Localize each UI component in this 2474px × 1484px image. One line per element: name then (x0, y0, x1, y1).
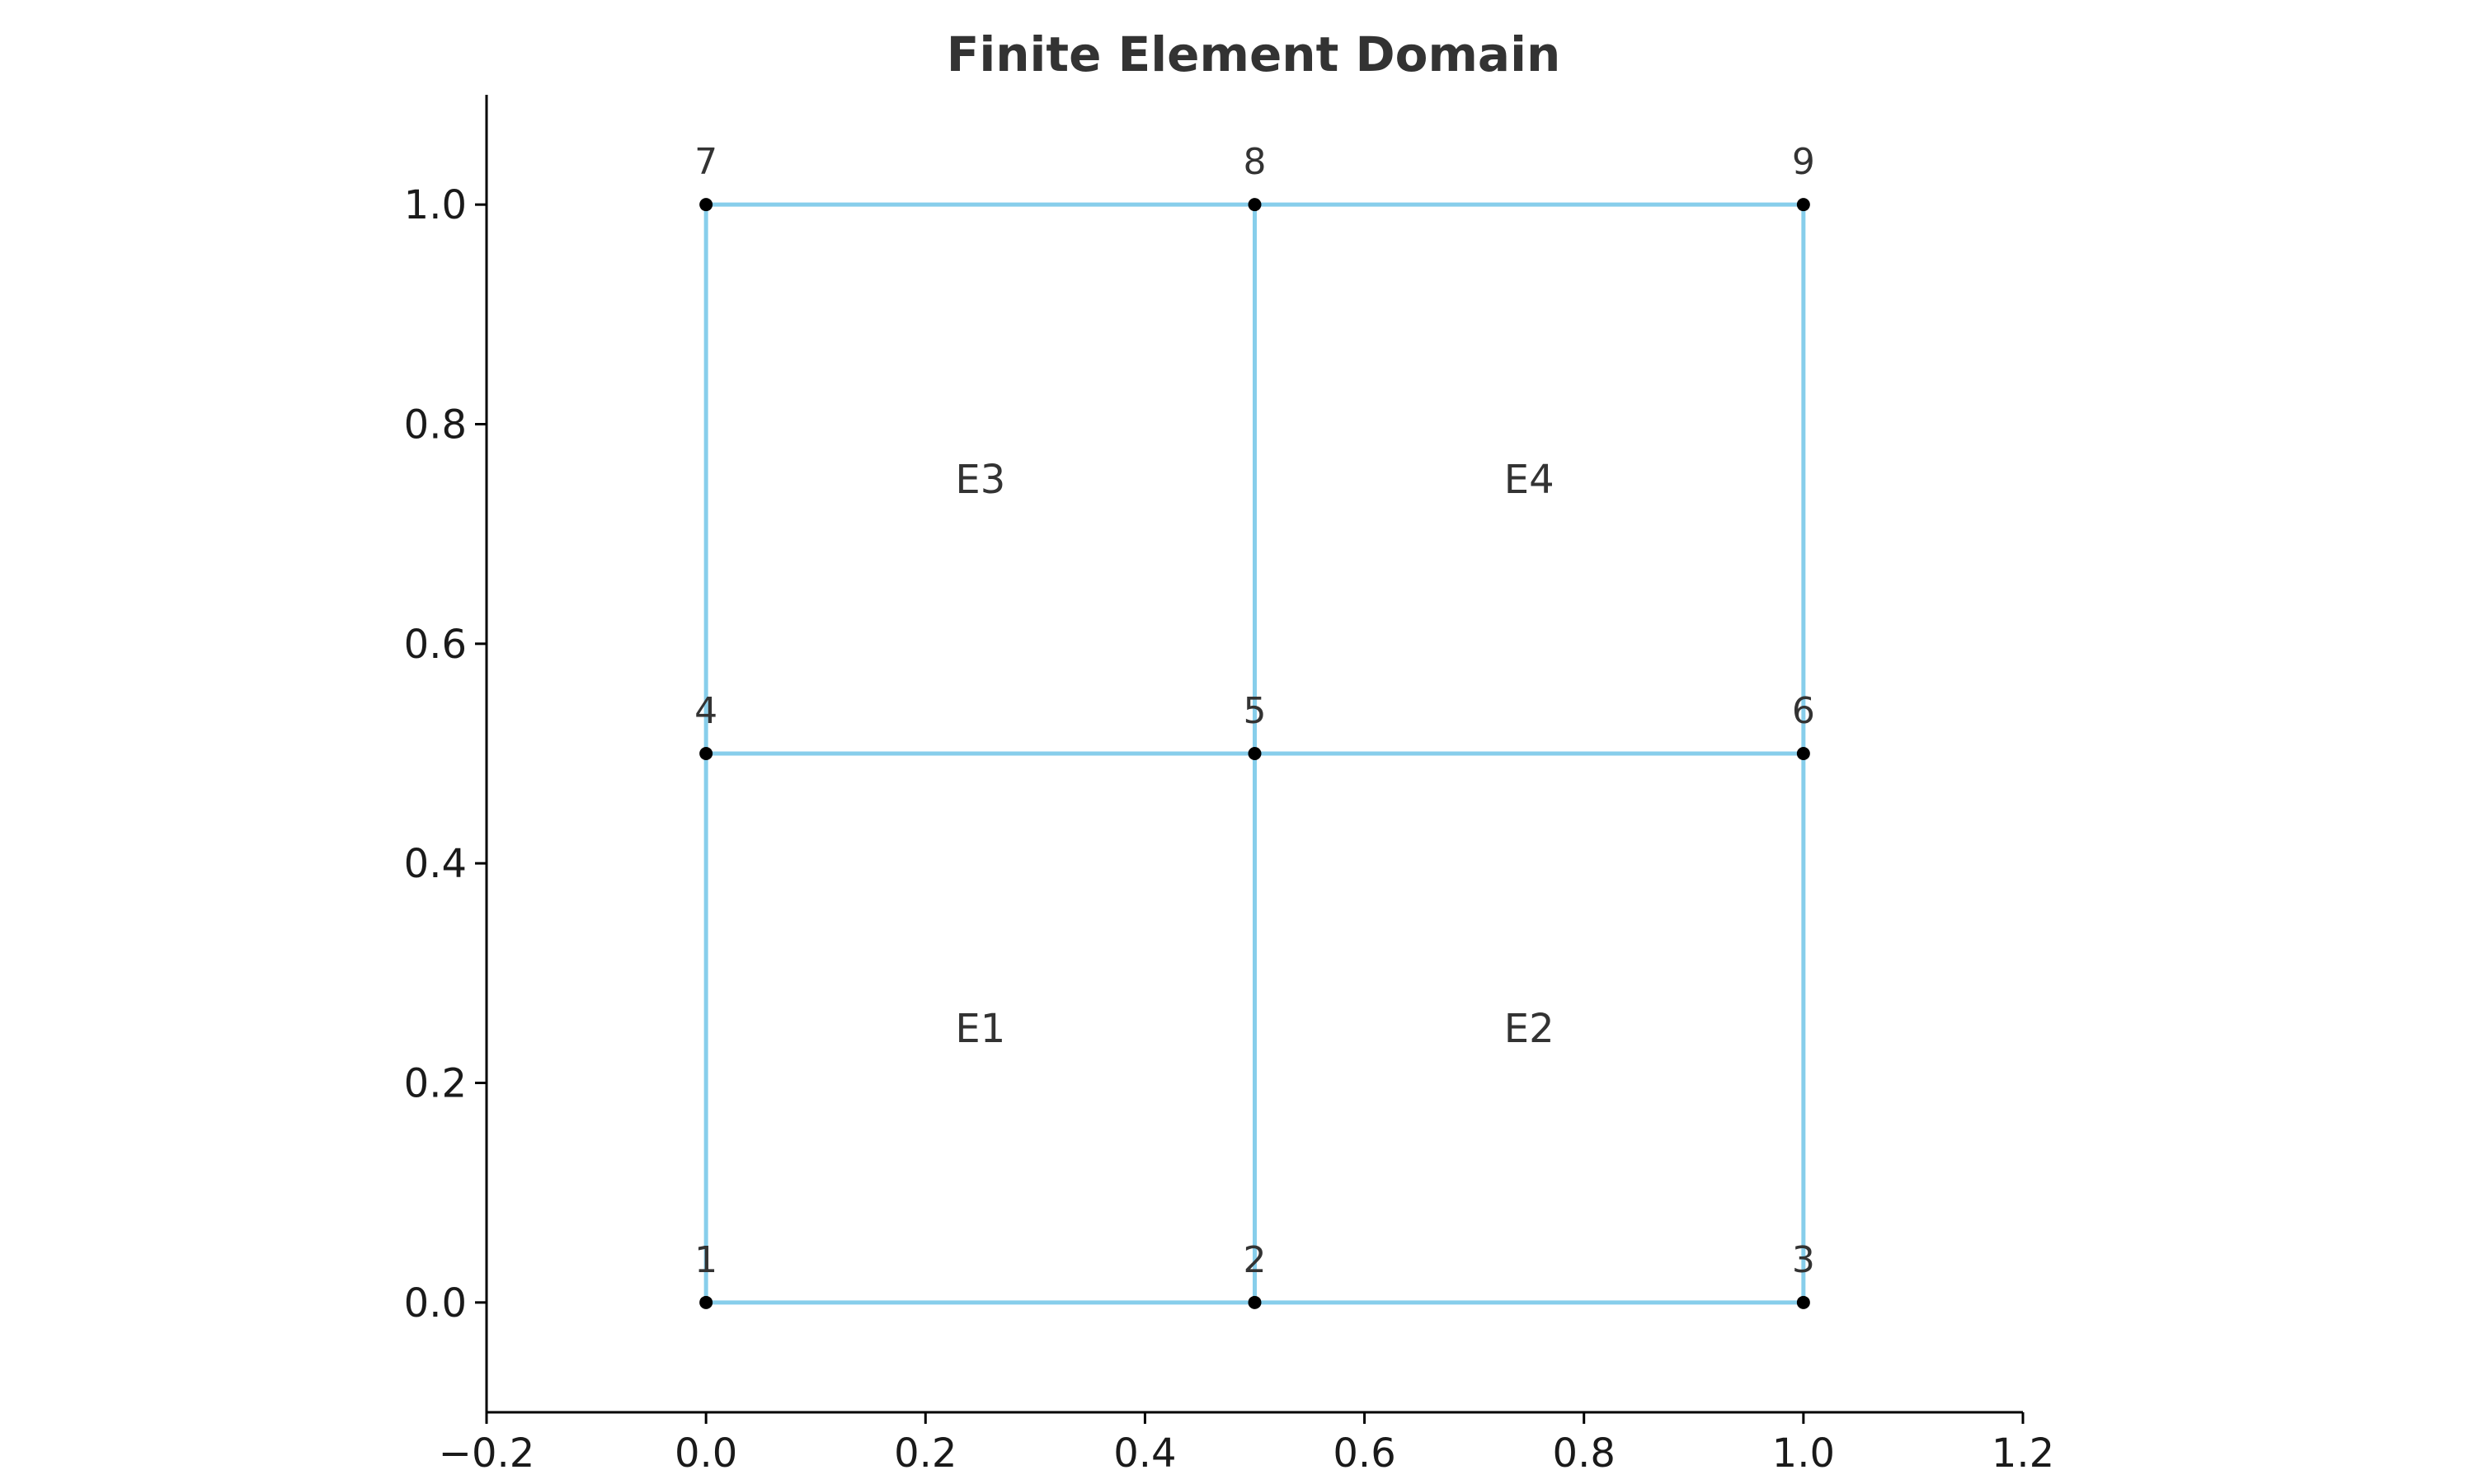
node-2-point (1248, 1295, 1262, 1309)
element-labels: E1 E2 E3 E4 (955, 457, 1554, 1052)
node-3-point (1796, 1295, 1810, 1309)
y-tick-label: 0.0 (404, 1280, 467, 1327)
element-label-e4: E4 (1504, 457, 1554, 503)
x-tick-label: 0.8 (1553, 1430, 1616, 1477)
mesh-nodes: 1 2 3 4 5 6 7 8 9 (694, 141, 1815, 1309)
node-5-point (1248, 747, 1262, 760)
node-7-label: 7 (694, 141, 717, 183)
element-label-e2: E2 (1504, 1006, 1554, 1052)
node-5-label: 5 (1244, 690, 1267, 732)
y-tick-label: 0.4 (404, 841, 467, 887)
node-7-point (699, 198, 713, 212)
x-tick-label: 0.6 (1333, 1430, 1395, 1477)
x-tick-label: −0.2 (439, 1430, 535, 1477)
node-6-point (1796, 747, 1810, 760)
y-tick-label: 0.6 (404, 622, 467, 668)
node-1-point (699, 1295, 713, 1309)
node-3-label: 3 (1792, 1239, 1815, 1281)
x-tick-label: 1.0 (1772, 1430, 1835, 1477)
node-9-point (1796, 198, 1810, 212)
node-8-point (1248, 198, 1262, 212)
element-label-e1: E1 (955, 1006, 1005, 1052)
node-9-label: 9 (1792, 141, 1815, 183)
y-tick-label: 1.0 (404, 182, 467, 228)
y-tick-label: 0.2 (404, 1061, 467, 1107)
node-6-label: 6 (1792, 690, 1815, 732)
chart-title: Finite Element Domain (947, 26, 1560, 82)
y-tick-label: 0.8 (404, 402, 467, 448)
node-2-label: 2 (1244, 1239, 1267, 1281)
axes: −0.2 0.0 0.2 0.4 0.6 0.8 1.0 1.2 0.0 0.2 0.4 0.6 0.8… (404, 95, 2054, 1477)
element-label-e3: E3 (955, 457, 1005, 503)
x-tick-label: 1.2 (1992, 1430, 2054, 1477)
x-tick-label: 0.4 (1113, 1430, 1176, 1477)
x-tick-label: 0.0 (675, 1430, 737, 1477)
node-8-label: 8 (1244, 141, 1267, 183)
node-1-label: 1 (694, 1239, 717, 1281)
x-tick-label: 0.2 (894, 1430, 957, 1477)
node-4-label: 4 (694, 690, 717, 732)
node-4-point (699, 747, 713, 760)
